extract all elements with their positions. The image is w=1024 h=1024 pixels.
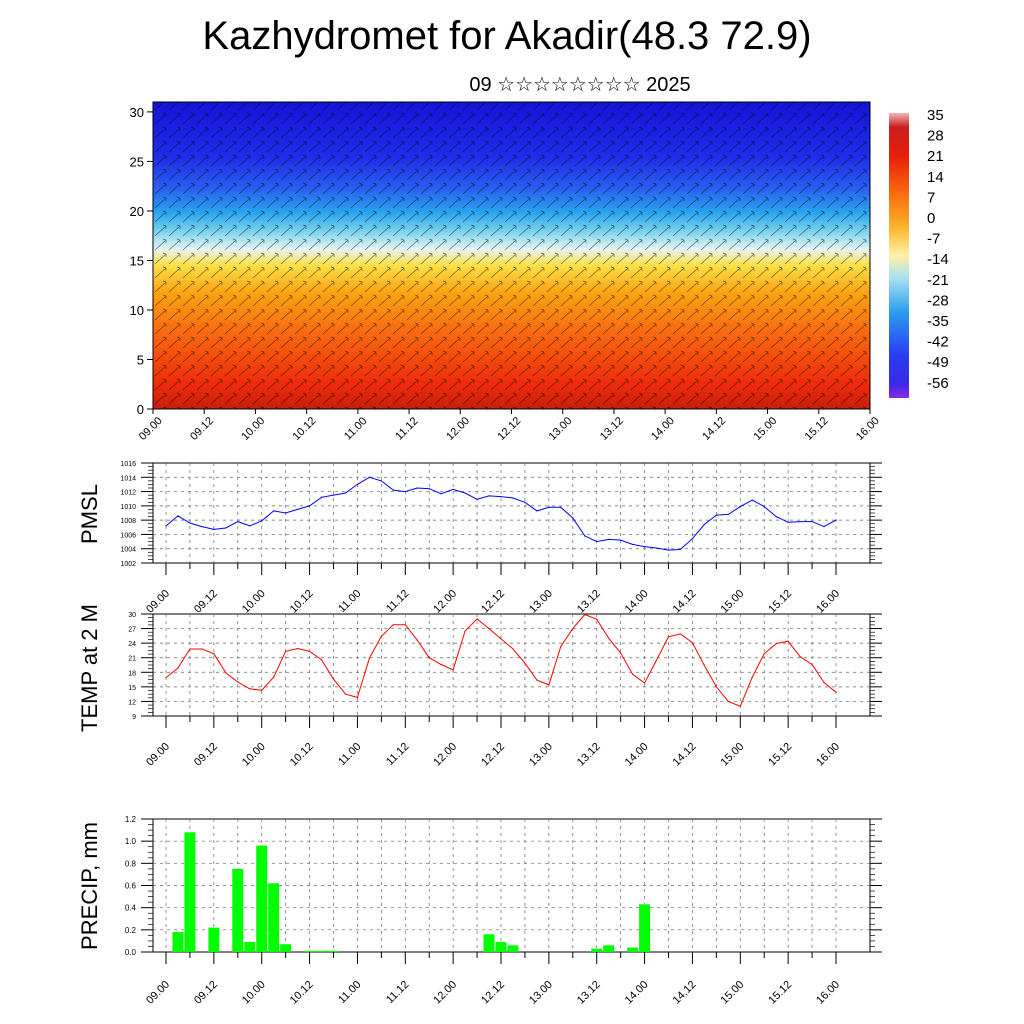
- heat-x-tick-label: 10.12: [291, 415, 319, 443]
- heat-x-tick-label: 09.12: [188, 415, 216, 443]
- heat-y-tick-label: 30: [130, 105, 144, 120]
- heat-x-tick-label: 15.00: [751, 415, 779, 443]
- heat-y-tick-label: 25: [130, 154, 144, 169]
- heat-x-tick-label: 13.12: [598, 415, 626, 443]
- heat-y-tick-label: 0: [137, 402, 144, 417]
- heat-x-tick-label: 14.00: [649, 415, 677, 443]
- heat-x-tick-label: 10.00: [239, 415, 267, 443]
- heat-y-tick-label: 10: [130, 303, 144, 318]
- colorbar-label: -42: [927, 334, 949, 351]
- heat-x-tick-label: 13.00: [547, 415, 575, 443]
- heat-x-tick-label: 14.12: [700, 415, 728, 443]
- colorbar-label: 7: [927, 189, 935, 206]
- heat-x-tick-label: 12.00: [444, 415, 472, 443]
- colorbar-label: -7: [927, 231, 940, 248]
- colorbar-label: -28: [927, 292, 949, 309]
- colorbar-label: -14: [927, 251, 949, 268]
- heat-x-tick-label: 15.12: [803, 415, 831, 443]
- heat-y-tick-label: 5: [137, 352, 144, 367]
- colorbar-label: 28: [927, 128, 944, 145]
- colorbar-label: 14: [927, 169, 944, 186]
- colorbar: [889, 113, 909, 398]
- chart-subtitle: 09 ☆☆☆☆☆☆☆☆ 2025: [469, 74, 691, 96]
- colorbar-label: -21: [927, 272, 949, 289]
- heat-x-tick-label: 12.12: [495, 415, 523, 443]
- heat-x-tick-label: 11.00: [342, 415, 369, 442]
- heat-x-tick-label: 09.00: [137, 415, 165, 443]
- heat-y-tick-label: 20: [130, 204, 144, 219]
- colorbar-label: -56: [927, 375, 949, 392]
- heat-x-tick-label: 11.12: [393, 415, 420, 442]
- colorbar-label: -49: [927, 354, 949, 371]
- colorbar-label: 35: [927, 107, 944, 124]
- colorbar-label: -35: [927, 313, 949, 330]
- colorbar-label: 0: [927, 210, 935, 227]
- colorbar-label: 21: [927, 148, 944, 165]
- heat-y-tick-label: 15: [130, 253, 144, 268]
- heat-x-tick-label: 16.00: [854, 415, 882, 443]
- chart-title: Kazhydromet for Akadir(48.3 72.9): [202, 14, 812, 58]
